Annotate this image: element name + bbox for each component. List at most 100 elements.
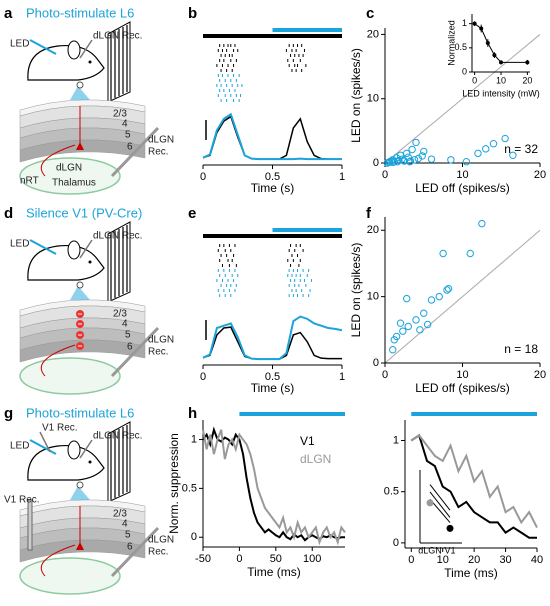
schematic-label: dLGN <box>148 335 174 346</box>
led-on-bar <box>239 412 345 416</box>
point <box>462 158 471 166</box>
x-axis-label: Time (ms) <box>444 566 498 580</box>
point <box>403 149 411 158</box>
y-tick-label: 0 <box>191 531 197 543</box>
x-tick-label: 40 <box>531 554 543 566</box>
point <box>408 145 416 154</box>
x-tick-label: 20 <box>534 369 546 381</box>
point <box>396 319 405 327</box>
point <box>447 156 455 164</box>
legend-entry: dLGN <box>300 452 331 466</box>
y-axis-label: LED on (spikes/s) <box>349 243 363 338</box>
x-tick-label: 50 <box>270 553 282 565</box>
x-tick-label: -50 <box>195 553 211 565</box>
x-tick-label: 20 <box>534 169 546 181</box>
y-tick-label: 1 <box>462 18 467 28</box>
led-fiber <box>29 239 57 255</box>
schematic-label: 6 <box>127 342 133 353</box>
schematic-label: 6 <box>127 142 133 153</box>
electrode <box>79 439 93 459</box>
point <box>389 346 397 354</box>
schematic-label: dLGN Rec. <box>93 231 142 242</box>
led-on-bar <box>272 28 342 32</box>
point <box>427 155 436 163</box>
point <box>412 138 420 147</box>
point <box>444 284 453 293</box>
inset-point <box>426 499 434 507</box>
light-cone <box>70 286 90 300</box>
x-tick-label: 0 <box>382 169 388 181</box>
y-tick-label: 10 <box>367 291 379 303</box>
point <box>509 151 517 159</box>
y-axis-label: Normalized <box>446 20 456 66</box>
panel-label: a <box>4 5 13 22</box>
point <box>439 249 447 258</box>
data-line <box>410 434 538 528</box>
y-tick-label: 1 <box>393 434 399 446</box>
schematic-label: Rec. <box>148 347 169 358</box>
y-tick-label: 0.5 <box>384 486 399 498</box>
y-tick-label: 0.5 <box>454 42 467 52</box>
l6-soma <box>76 542 84 550</box>
x-tick-label: 0 <box>200 371 206 383</box>
y-tick-label: 1 <box>191 433 197 445</box>
marker <box>492 53 497 58</box>
point <box>420 309 428 317</box>
x-tick-label: 30 <box>499 554 511 566</box>
x-tick-label: 20 <box>468 554 480 566</box>
cortex-layer <box>19 139 146 163</box>
point <box>406 157 415 165</box>
mouse-ear <box>67 440 81 460</box>
schematic-label: V1 Rec. <box>4 495 40 506</box>
x-tick-label: 1 <box>339 171 345 183</box>
point <box>385 158 394 166</box>
point <box>478 219 486 228</box>
data-line <box>202 112 342 161</box>
x-axis-label: LED off (spikes/s) <box>415 381 509 395</box>
data-line <box>410 433 537 539</box>
schematic-label: dLGN <box>56 163 82 174</box>
projection <box>40 544 76 577</box>
schematic-label: nRT <box>20 176 39 187</box>
x-tick-label: 10 <box>456 169 468 181</box>
panel-label: b <box>188 5 197 22</box>
point <box>392 332 401 341</box>
point <box>420 147 428 156</box>
mouse-ear <box>67 240 81 260</box>
point <box>399 156 408 165</box>
schematic-label: dLGN <box>148 135 174 146</box>
y-tick-label: 20 <box>367 224 379 236</box>
schematic-label: dLGN Rec. <box>93 31 142 42</box>
stimulus-bar <box>203 34 342 38</box>
schematic-label: 5 <box>125 530 131 541</box>
schematic: g Photo-stimulate L6 V1 Rec. LED dLGN Rec. V1… <box>4 405 174 595</box>
mouse-eye <box>88 260 92 264</box>
x-axis-label: Time (s) <box>251 181 295 195</box>
l6-soma <box>76 142 84 150</box>
cortex-layer <box>19 539 146 563</box>
point <box>423 320 432 329</box>
x-tick-label: 0 <box>236 553 242 565</box>
projection <box>40 144 76 177</box>
y-tick-label: 0 <box>393 537 399 549</box>
point <box>482 145 490 153</box>
point <box>443 286 451 294</box>
led-tip <box>76 481 84 489</box>
panel-title: Photo-stimulate L6 <box>26 5 134 20</box>
marker <box>485 41 490 45</box>
data-line <box>202 426 345 542</box>
panel-label: e <box>188 205 196 222</box>
annotation: n = 32 <box>504 142 538 156</box>
electrode <box>39 431 51 453</box>
x-axis-label: LED intensity (mW) <box>462 88 540 98</box>
schematic-label: Rec. <box>148 147 169 158</box>
y-tick-label: 0 <box>373 157 379 169</box>
point <box>435 292 443 301</box>
point <box>474 149 482 158</box>
electrode <box>110 126 160 178</box>
point <box>414 154 423 163</box>
thalamus <box>19 557 121 595</box>
inset-pair <box>429 484 451 511</box>
x-tick-label: 100 <box>303 553 321 565</box>
schematic-label: LED <box>10 39 29 50</box>
